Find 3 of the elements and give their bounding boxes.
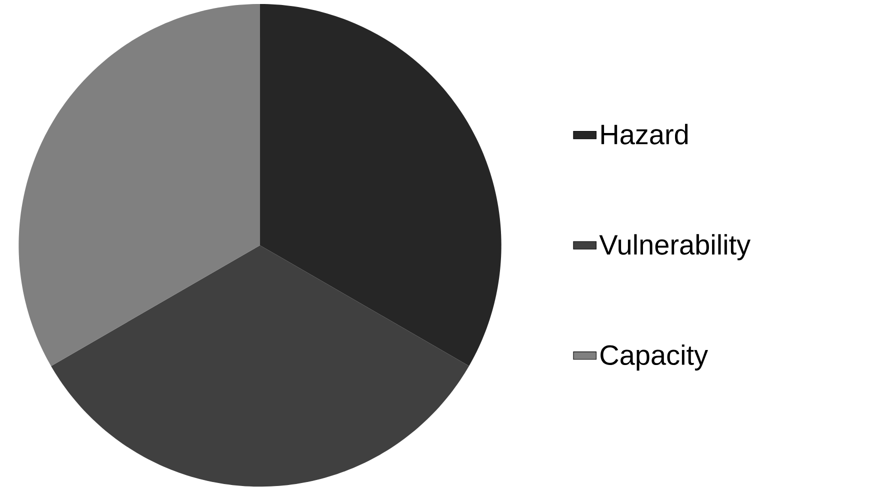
legend-label: Hazard <box>601 124 688 144</box>
legend-label: Capacity <box>600 344 708 371</box>
legend-label: Vulnerability <box>599 234 751 260</box>
